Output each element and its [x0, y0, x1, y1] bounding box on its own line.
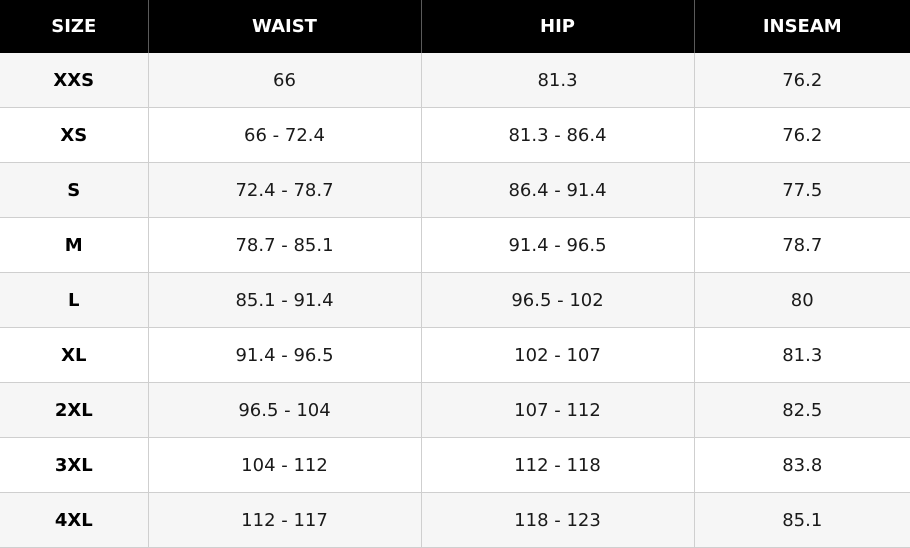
waist-cell: 85.1 - 91.4	[147, 272, 421, 328]
size-cell: 2XL	[0, 382, 148, 438]
inseam-cell: 83.8	[693, 437, 910, 493]
size-cell: L	[0, 272, 148, 328]
waist-cell: 78.7 - 85.1	[147, 217, 421, 273]
table-row: 4XL 112 - 117 118 - 123 85.1	[0, 492, 910, 548]
header-waist: WAIST	[147, 0, 421, 53]
table-row: XS 66 - 72.4 81.3 - 86.4 76.2	[0, 107, 910, 163]
hip-cell: 96.5 - 102	[420, 272, 694, 328]
hip-cell: 91.4 - 96.5	[420, 217, 694, 273]
inseam-cell: 81.3	[693, 327, 910, 383]
size-cell: 4XL	[0, 492, 148, 548]
table-header: SIZE WAIST HIP INSEAM	[0, 0, 910, 53]
hip-cell: 81.3	[420, 53, 694, 108]
waist-cell: 112 - 117	[147, 492, 421, 548]
hip-cell: 81.3 - 86.4	[420, 107, 694, 163]
table-row: M 78.7 - 85.1 91.4 - 96.5 78.7	[0, 217, 910, 273]
inseam-cell: 80	[693, 272, 910, 328]
hip-cell: 102 - 107	[420, 327, 694, 383]
hip-cell: 86.4 - 91.4	[420, 162, 694, 218]
inseam-cell: 85.1	[693, 492, 910, 548]
table-row: L 85.1 - 91.4 96.5 - 102 80	[0, 272, 910, 328]
size-cell: M	[0, 217, 148, 273]
hip-cell: 107 - 112	[420, 382, 694, 438]
size-cell: XL	[0, 327, 148, 383]
header-hip: HIP	[420, 0, 694, 53]
inseam-cell: 77.5	[693, 162, 910, 218]
waist-cell: 66 - 72.4	[147, 107, 421, 163]
hip-cell: 118 - 123	[420, 492, 694, 548]
header-size: SIZE	[0, 0, 148, 53]
waist-cell: 96.5 - 104	[147, 382, 421, 438]
size-cell: XS	[0, 107, 148, 163]
header-row: SIZE WAIST HIP INSEAM	[0, 0, 910, 53]
waist-cell: 91.4 - 96.5	[147, 327, 421, 383]
table-row: S 72.4 - 78.7 86.4 - 91.4 77.5	[0, 162, 910, 218]
inseam-cell: 76.2	[693, 107, 910, 163]
inseam-cell: 76.2	[693, 53, 910, 108]
table-row: 2XL 96.5 - 104 107 - 112 82.5	[0, 382, 910, 438]
table-body: XXS 66 81.3 76.2 XS 66 - 72.4 81.3 - 86.…	[0, 53, 910, 548]
size-cell: S	[0, 162, 148, 218]
waist-cell: 72.4 - 78.7	[147, 162, 421, 218]
hip-cell: 112 - 118	[420, 437, 694, 493]
inseam-cell: 78.7	[693, 217, 910, 273]
size-cell: XXS	[0, 53, 148, 108]
table-row: 3XL 104 - 112 112 - 118 83.8	[0, 437, 910, 493]
table-row: XXS 66 81.3 76.2	[0, 53, 910, 108]
header-inseam: INSEAM	[693, 0, 910, 53]
waist-cell: 66	[147, 53, 421, 108]
table-row: XL 91.4 - 96.5 102 - 107 81.3	[0, 327, 910, 383]
waist-cell: 104 - 112	[147, 437, 421, 493]
size-cell: 3XL	[0, 437, 148, 493]
inseam-cell: 82.5	[693, 382, 910, 438]
